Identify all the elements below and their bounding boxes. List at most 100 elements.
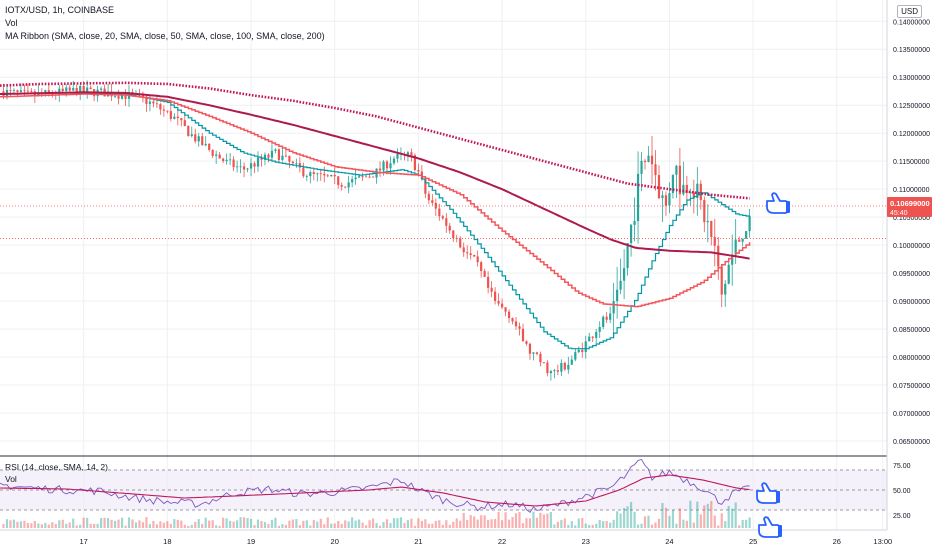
candle-body [525, 341, 528, 344]
candle-body [431, 200, 434, 203]
candle-body [392, 158, 396, 164]
volume-bar [514, 513, 518, 528]
candle-body [152, 101, 155, 104]
volume-bar [567, 524, 570, 528]
volume-bar [410, 518, 413, 528]
price-tick-label: 0.11500000 [893, 159, 930, 166]
volume-bar [539, 512, 542, 528]
volume-bar [626, 506, 629, 528]
volume-bar [194, 521, 197, 528]
hand-cuff-icon [776, 491, 780, 503]
candle-body [281, 155, 284, 160]
volume-bar [242, 517, 246, 528]
rsi-line [0, 458, 750, 513]
volume-bar [699, 514, 702, 528]
candle-body [235, 166, 239, 168]
volume-bar [535, 517, 539, 528]
volume-bar [138, 520, 141, 528]
candle-body [291, 161, 294, 164]
ma-ribbon-label[interactable]: MA Ribbon (SMA, close, 20, SMA, close, 5… [5, 31, 325, 41]
candle-body [654, 164, 657, 176]
volume-bar [312, 520, 315, 528]
rsi-indicator-label[interactable]: RSI (14, close, SMA, 14, 2) [5, 462, 108, 472]
candle-body [371, 176, 375, 178]
volume-bar [40, 524, 43, 528]
volume-bar [518, 511, 521, 528]
volume-bar [532, 511, 535, 528]
volume-bar [696, 501, 699, 528]
volume-bar [218, 525, 221, 528]
candle-body [469, 253, 472, 255]
volume-bar [162, 522, 165, 528]
candle-body [148, 101, 152, 104]
rsi-alert-marker[interactable] [756, 482, 780, 504]
vol-indicator-label[interactable]: Vol [5, 18, 18, 28]
currency-button[interactable]: USD [897, 5, 922, 18]
volume-bar [382, 522, 385, 528]
hand-cuff-icon [786, 201, 790, 213]
candle-body [295, 163, 298, 164]
candle-body [173, 116, 176, 119]
volume-bar [100, 517, 103, 528]
candle-body [337, 176, 340, 185]
candle-body [664, 195, 668, 206]
volume-bar [734, 502, 737, 528]
price-alert-marker[interactable] [766, 192, 790, 214]
volume-bar [131, 519, 134, 528]
rsi-vol-label[interactable]: Vol [5, 474, 17, 484]
volume-bar [277, 525, 281, 528]
volume-bar [354, 520, 357, 528]
candle-body [424, 179, 427, 194]
candle-body [692, 192, 695, 198]
volume-bar [110, 519, 113, 528]
candle-body [466, 252, 469, 254]
candle-body [445, 218, 448, 226]
vol-alert-marker[interactable] [758, 516, 782, 538]
volume-bar [204, 517, 207, 528]
volume-bar [609, 522, 612, 528]
candle-body [232, 159, 235, 168]
volume-bar [145, 517, 148, 528]
volume-bar [106, 517, 110, 528]
candle-body [584, 341, 587, 352]
volume-bar [581, 517, 584, 528]
candle-body [539, 353, 542, 363]
volume-bar [141, 522, 145, 528]
volume-bar [546, 513, 549, 528]
candle-body [706, 220, 709, 223]
volume-bar [337, 520, 340, 528]
candle-body [288, 155, 291, 162]
volume-bar [180, 520, 183, 528]
price-tick-label: 0.11000000 [893, 187, 930, 194]
candle-body [570, 359, 573, 365]
volume-bar [148, 524, 152, 528]
volume-bar [678, 508, 681, 528]
volume-bar [298, 525, 301, 528]
candle-body [535, 352, 539, 354]
volume-bar [44, 522, 47, 528]
candle-body [410, 152, 413, 156]
candle-body [553, 370, 556, 372]
volume-bar [738, 525, 741, 528]
volume-bar [574, 525, 577, 528]
volume-bar [619, 513, 622, 528]
volume-bar [68, 522, 71, 528]
volume-bar [16, 521, 19, 528]
volume-bar [650, 524, 654, 528]
candle-body [312, 172, 315, 174]
volume-bar [86, 517, 89, 528]
time-tick-label: 18 [163, 537, 171, 546]
volume-bar [727, 505, 730, 528]
rsi-tick-label: 50.00 [893, 488, 911, 495]
candle-body [155, 103, 158, 105]
volume-bar [155, 524, 158, 528]
volume-bar [633, 511, 636, 528]
volume-bar [459, 520, 462, 528]
volume-bar [476, 519, 479, 528]
candle-body [678, 165, 681, 195]
candle-body [612, 301, 615, 314]
volume-bar [396, 518, 399, 528]
candle-body [249, 163, 253, 169]
volume-bar [96, 523, 99, 528]
